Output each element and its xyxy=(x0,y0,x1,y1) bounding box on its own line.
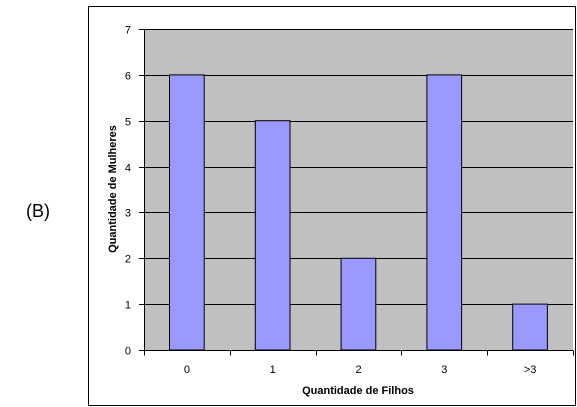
bars xyxy=(169,74,548,351)
x-tick-label: 3 xyxy=(441,364,447,376)
x-tick-label: >3 xyxy=(524,364,537,376)
panel-label: (B) xyxy=(26,201,50,221)
y-tick-label: 1 xyxy=(125,300,131,312)
gridlines xyxy=(144,29,573,305)
x-tick-label: 0 xyxy=(184,364,190,376)
y-tick-label: 4 xyxy=(125,163,131,175)
bar-3 xyxy=(426,74,463,351)
y-tick-label: 6 xyxy=(125,71,131,83)
x-axis-title: Quantidade de Filhos xyxy=(302,385,414,397)
y-axis-title: Quantidade de Mulheres xyxy=(107,125,119,253)
y-tick-label: 7 xyxy=(125,25,131,37)
y-tick-label: 0 xyxy=(125,346,131,358)
y-tick-label: 5 xyxy=(125,117,131,129)
x-tick-label: 1 xyxy=(270,364,276,376)
y-tick-label: 3 xyxy=(125,208,131,220)
tick-labels: 0 1 2 3 4 5 6 7 0 1 2 3 >3 xyxy=(125,25,536,377)
axes xyxy=(139,29,574,356)
bar-1 xyxy=(254,120,291,351)
bar-0 xyxy=(169,74,205,351)
y-tick-label: 2 xyxy=(125,254,131,266)
bar-gt3 xyxy=(512,303,548,351)
x-tick-label: 2 xyxy=(355,364,361,376)
bar-2 xyxy=(340,257,377,351)
